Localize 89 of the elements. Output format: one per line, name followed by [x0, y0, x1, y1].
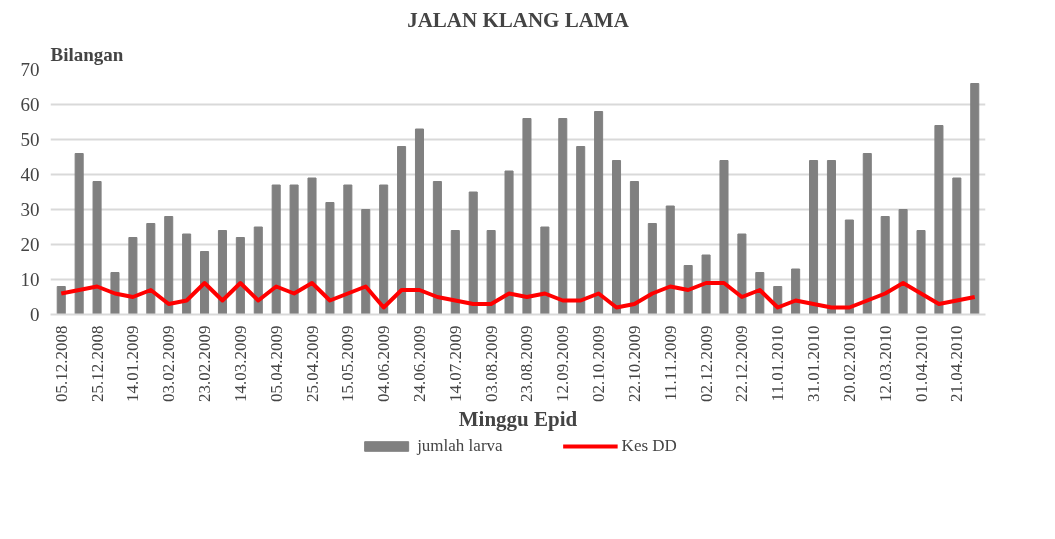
bar: [558, 118, 568, 315]
x-tick-label: 02.12.2009: [696, 325, 716, 402]
x-tick-label: 24.06.2009: [409, 325, 429, 402]
x-tick-label: 25.12.2008: [87, 325, 107, 402]
bar: [880, 216, 890, 315]
bar: [217, 230, 227, 315]
bar: [934, 125, 944, 315]
legend-label: jumlah larva: [417, 436, 503, 456]
x-tick-label: 31.01.2010: [804, 325, 824, 402]
bar: [164, 216, 174, 315]
bar: [379, 184, 389, 315]
bar: [809, 160, 819, 315]
x-tick-label: 20.02.2010: [839, 325, 859, 402]
bar: [74, 153, 84, 315]
bar: [128, 237, 138, 315]
bar: [450, 230, 460, 315]
bar: [253, 226, 263, 315]
x-tick-label: 02.10.2009: [589, 325, 609, 402]
x-tick-label: 01.04.2010: [911, 325, 931, 402]
bar: [110, 272, 120, 315]
bar: [629, 181, 639, 315]
x-tick-label: 12.03.2010: [875, 325, 895, 402]
bar: [611, 160, 622, 315]
bar: [952, 177, 962, 315]
x-tick-label: 15.05.2009: [338, 325, 358, 402]
y-tick-label: 30: [20, 199, 40, 220]
y-tick-label: 70: [20, 59, 40, 80]
bar: [468, 191, 478, 315]
bar: [898, 209, 908, 315]
x-tick-label: 05.12.2008: [51, 325, 71, 402]
bar: [235, 237, 245, 315]
x-tick-label: 14.01.2009: [123, 325, 143, 402]
x-tick-label: 23.08.2009: [517, 325, 537, 402]
bar: [522, 118, 532, 315]
y-tick-label: 60: [20, 94, 40, 115]
x-axis-title: Minggu Epid: [458, 407, 578, 431]
bar: [56, 286, 66, 315]
bar: [432, 181, 442, 315]
bar: [970, 83, 980, 315]
bar: [307, 177, 317, 315]
bar: [397, 146, 407, 315]
bar: [486, 230, 496, 315]
x-tick-label: 11.01.2010: [768, 325, 788, 402]
bar: [647, 223, 657, 315]
x-tick-label: 03.08.2009: [481, 325, 501, 402]
bar: [665, 205, 675, 315]
bar: [701, 254, 711, 315]
bar: [289, 184, 299, 315]
y-tick-label: 40: [20, 164, 40, 185]
bar: [414, 128, 425, 315]
x-tick-label: 23.02.2009: [195, 325, 215, 402]
bar: [504, 170, 514, 315]
bar: [361, 209, 371, 315]
bar: [594, 111, 604, 315]
bar: [200, 251, 210, 315]
bar: [343, 184, 353, 315]
x-tick-label: 14.07.2009: [445, 325, 465, 402]
bar: [146, 223, 156, 315]
x-tick-label: 25.04.2009: [302, 325, 322, 402]
x-tick-label: 21.04.2010: [947, 325, 967, 402]
bar: [182, 233, 192, 315]
chart-title: JALAN KLANG LAMA: [407, 7, 630, 32]
bar: [862, 153, 872, 315]
bar: [271, 184, 281, 315]
bar: [540, 226, 550, 315]
x-tick-label: 05.04.2009: [266, 325, 286, 402]
x-tick-label: 04.06.2009: [374, 325, 394, 402]
x-tick-label: 22.12.2009: [732, 325, 752, 402]
x-tick-label: 14.03.2009: [230, 325, 250, 402]
x-tick-label: 11.11.2009: [660, 325, 680, 401]
y-axis-title: Bilangan: [50, 43, 124, 65]
bar: [737, 233, 747, 315]
bar: [916, 230, 926, 315]
bar: [92, 181, 102, 315]
y-tick-label: 20: [20, 234, 40, 255]
y-tick-label: 50: [20, 129, 40, 150]
y-tick-label: 10: [20, 269, 40, 290]
line-series: [59, 281, 977, 310]
x-tick-label: 12.09.2009: [553, 325, 573, 402]
bar: [844, 219, 854, 315]
bar: [576, 146, 586, 315]
bar: [826, 160, 836, 315]
bar: [325, 202, 335, 315]
x-tick-label: 22.10.2009: [624, 325, 644, 402]
bar: [719, 160, 729, 315]
legend-label: Kes DD: [621, 436, 677, 456]
x-tick-label: 03.02.2009: [159, 325, 179, 402]
bar: [683, 265, 693, 315]
y-tick-label: 0: [30, 304, 40, 325]
